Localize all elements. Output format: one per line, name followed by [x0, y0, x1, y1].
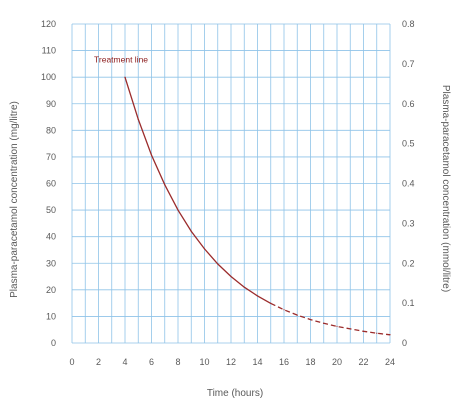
data-point: [362, 330, 365, 332]
x-tick-label: 8: [175, 357, 180, 367]
data-point: [336, 325, 338, 327]
y2-tick-label: 0.6: [402, 99, 415, 109]
data-point: [137, 118, 139, 121]
data-point: [190, 230, 192, 232]
x-tick-label: 4: [122, 357, 127, 367]
y2-tick-label: 0.3: [402, 218, 415, 228]
x-tick-label: 22: [358, 357, 368, 367]
data-point: [124, 76, 126, 78]
y-tick-label: 120: [41, 19, 56, 29]
y-tick-label: 100: [41, 72, 56, 82]
treatment-line-solid: [124, 77, 272, 304]
grid: [71, 23, 391, 344]
y-tick-label: 70: [46, 152, 56, 162]
y2-axis-title: Plasma-paracetamol concentration (mmol/l…: [440, 85, 451, 292]
y2-tick-label: 0.5: [402, 139, 415, 149]
data-point: [349, 328, 351, 330]
y-tick-label: 80: [46, 125, 56, 135]
data-point: [177, 209, 179, 211]
y2-tick-label: 0: [402, 338, 407, 348]
data-point: [256, 295, 259, 297]
y2-tick-label: 0.1: [402, 298, 415, 308]
data-point: [243, 286, 245, 288]
y2-tick-label: 0.7: [402, 59, 415, 69]
labels: Time (hours) Plasma-paracetamol concentra…: [9, 55, 451, 399]
y-tick-label: 110: [42, 46, 56, 56]
x-tick-label: 18: [305, 357, 315, 367]
annotation-label: Treatment line: [94, 55, 148, 65]
treatment-line-dashed: [270, 302, 391, 336]
data-point: [270, 302, 272, 304]
data-point: [309, 319, 312, 321]
data-point: [283, 309, 285, 311]
data-point: [389, 334, 391, 336]
x-tick-label: 24: [385, 357, 395, 367]
y2-tick-label: 0.2: [402, 258, 415, 268]
data-point: [150, 154, 153, 156]
x-tick-label: 16: [279, 357, 289, 367]
y2-tick-label: 0.8: [402, 19, 415, 29]
data-point: [323, 322, 325, 324]
x-tick-label: 6: [149, 357, 154, 367]
y2-tick-label: 0.4: [402, 179, 415, 189]
x-tick-label: 2: [96, 357, 101, 367]
series-layer: [124, 76, 391, 336]
y-tick-label: 10: [46, 311, 56, 321]
data-point: [296, 314, 298, 316]
y-tick-label: 30: [46, 258, 56, 268]
data-point: [217, 263, 219, 265]
data-point: [230, 275, 232, 278]
y-tick-label: 40: [46, 232, 56, 242]
x-axis-title: Time (hours): [207, 388, 263, 399]
y-tick-label: 50: [46, 205, 56, 215]
x-tick-label: 14: [252, 357, 262, 367]
y-tick-label: 20: [46, 285, 56, 295]
y-tick-label: 90: [46, 99, 56, 109]
x-tick-label: 12: [226, 357, 236, 367]
x-tick-label: 10: [199, 357, 209, 367]
y-axis-title: Plasma-paracetamol concentration (mg/lit…: [9, 101, 20, 298]
y-tick-label: 60: [46, 179, 56, 189]
y-tick-label: 0: [51, 338, 56, 348]
data-point: [164, 184, 166, 186]
data-point: [376, 332, 378, 334]
data-point: [203, 248, 206, 250]
x-tick-label: 0: [69, 357, 74, 367]
axes: 0 2 4 6 8 10 12 14 16 18 20 22 240102030405060708090…: [41, 19, 415, 367]
x-tick-label: 20: [332, 357, 342, 367]
